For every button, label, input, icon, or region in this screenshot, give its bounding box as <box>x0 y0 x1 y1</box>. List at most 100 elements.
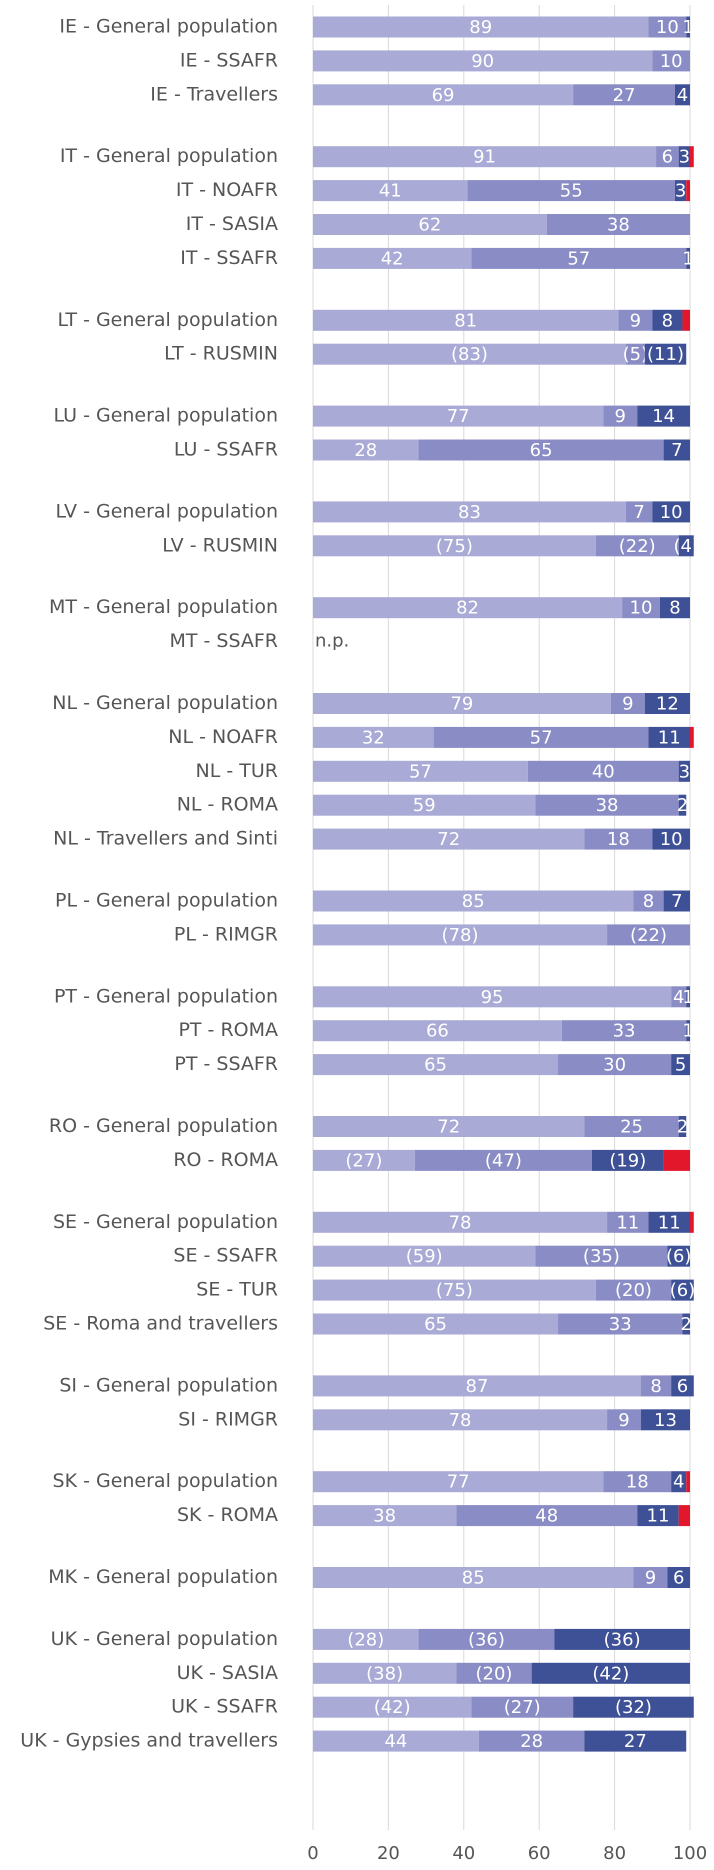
bar-segment <box>313 16 649 38</box>
value-label: 1 <box>682 987 693 1008</box>
bar-segment <box>313 439 419 461</box>
value-label: 28 <box>354 440 377 461</box>
value-label: (28) <box>347 1629 384 1650</box>
category-label: PL - RIMGR <box>174 923 278 945</box>
x-tick-label: 20 <box>377 1843 400 1864</box>
bar-segment <box>313 1149 415 1171</box>
value-label: 62 <box>418 215 441 236</box>
value-label: (75) <box>436 1280 473 1301</box>
value-label: 72 <box>437 1117 460 1138</box>
value-label: (36) <box>468 1629 505 1650</box>
value-label: 89 <box>469 17 492 38</box>
bar-segment <box>595 535 679 557</box>
category-label: SK - ROMA <box>177 1504 278 1526</box>
bar-segment <box>633 1567 668 1588</box>
value-label: (22) <box>630 925 667 946</box>
bar-segment <box>313 1628 419 1650</box>
bar-segment <box>313 405 604 427</box>
value-label: 11 <box>658 727 681 748</box>
value-label: 41 <box>379 181 402 202</box>
category-label: RO - General population <box>49 1115 278 1137</box>
value-label: 11 <box>647 1506 670 1527</box>
value-label: 28 <box>520 1731 543 1752</box>
bar-segment <box>313 501 626 523</box>
bar-segment <box>690 1211 694 1233</box>
not-published-label: n.p. <box>315 631 349 652</box>
bar-segment <box>686 247 690 269</box>
bar-segment <box>584 1116 679 1137</box>
bar-segment <box>558 1313 683 1335</box>
value-label: 27 <box>613 85 636 106</box>
value-label: (83) <box>451 344 488 365</box>
bar-segment <box>313 1020 562 1042</box>
bar-segment <box>671 1471 687 1493</box>
bar-segment <box>313 1662 457 1684</box>
bar-segment <box>603 405 638 427</box>
value-label: 8 <box>662 310 673 331</box>
value-label: (5) <box>623 344 649 365</box>
value-label: 10 <box>656 17 679 38</box>
bar-segment <box>663 1149 690 1171</box>
value-label: 57 <box>567 248 590 269</box>
bar-segment <box>690 146 694 168</box>
bar-segment <box>686 1471 690 1493</box>
value-label: (32) <box>615 1697 652 1718</box>
value-label: 82 <box>456 598 479 619</box>
bar-segment <box>674 84 690 106</box>
bar-segment <box>456 1505 638 1527</box>
value-label: 65 <box>424 1055 447 1076</box>
bar-segment <box>667 1245 690 1267</box>
value-label: 11 <box>616 1212 639 1233</box>
category-label: LV - RUSMIN <box>162 534 278 556</box>
value-label: (19) <box>609 1150 646 1171</box>
bar-segment <box>313 535 596 557</box>
value-label: (36) <box>604 1629 641 1650</box>
value-label: 32 <box>362 727 385 748</box>
bar-segment <box>313 309 619 331</box>
category-label: LT - RUSMIN <box>164 343 278 365</box>
category-label: SI - RIMGR <box>178 1408 278 1430</box>
value-label: 3 <box>679 147 690 168</box>
value-label: 78 <box>449 1410 472 1431</box>
bar-segment <box>471 1696 574 1718</box>
bar-segment <box>610 693 645 714</box>
bar-segment <box>535 1245 668 1267</box>
category-label: UK - SASIA <box>177 1662 278 1684</box>
value-label: 44 <box>384 1731 407 1752</box>
value-label: 85 <box>462 1568 485 1589</box>
value-label: 66 <box>426 1021 449 1042</box>
bar-segment <box>546 214 690 235</box>
value-label: (75) <box>436 536 473 557</box>
bar-segment <box>313 343 626 365</box>
value-label: 65 <box>424 1314 447 1335</box>
value-label: 2 <box>677 795 688 816</box>
bar-segment <box>652 501 690 523</box>
value-label: 77 <box>447 1472 470 1493</box>
bar-segment <box>652 50 690 72</box>
bar-segment <box>313 214 547 235</box>
category-label: LU - General population <box>53 405 278 427</box>
bar-segment <box>671 986 687 1008</box>
bar-segment <box>313 1375 641 1397</box>
value-label: 6 <box>673 1568 684 1589</box>
bar-segment <box>558 1054 672 1076</box>
value-label: 8 <box>643 891 654 912</box>
bar-segment <box>678 1505 690 1527</box>
category-label: PT - General population <box>54 985 278 1007</box>
category-label: UK - SSAFR <box>171 1696 278 1718</box>
value-label: (38) <box>366 1663 403 1684</box>
category-label: SI - General population <box>59 1374 278 1396</box>
bar-segment <box>659 597 690 619</box>
value-label: 9 <box>615 406 626 427</box>
value-label: 4 <box>673 1472 684 1493</box>
x-tick-label: 60 <box>528 1843 551 1864</box>
x-tick-label: 40 <box>452 1843 475 1864</box>
bar-segment <box>667 1567 690 1588</box>
x-tick-label: 0 <box>307 1843 318 1864</box>
category-label: PT - SSAFR <box>174 1053 278 1075</box>
bar-segment <box>313 50 653 72</box>
bar-segment <box>625 501 653 523</box>
bar-segment <box>313 1211 608 1233</box>
bar-segment <box>313 890 634 912</box>
